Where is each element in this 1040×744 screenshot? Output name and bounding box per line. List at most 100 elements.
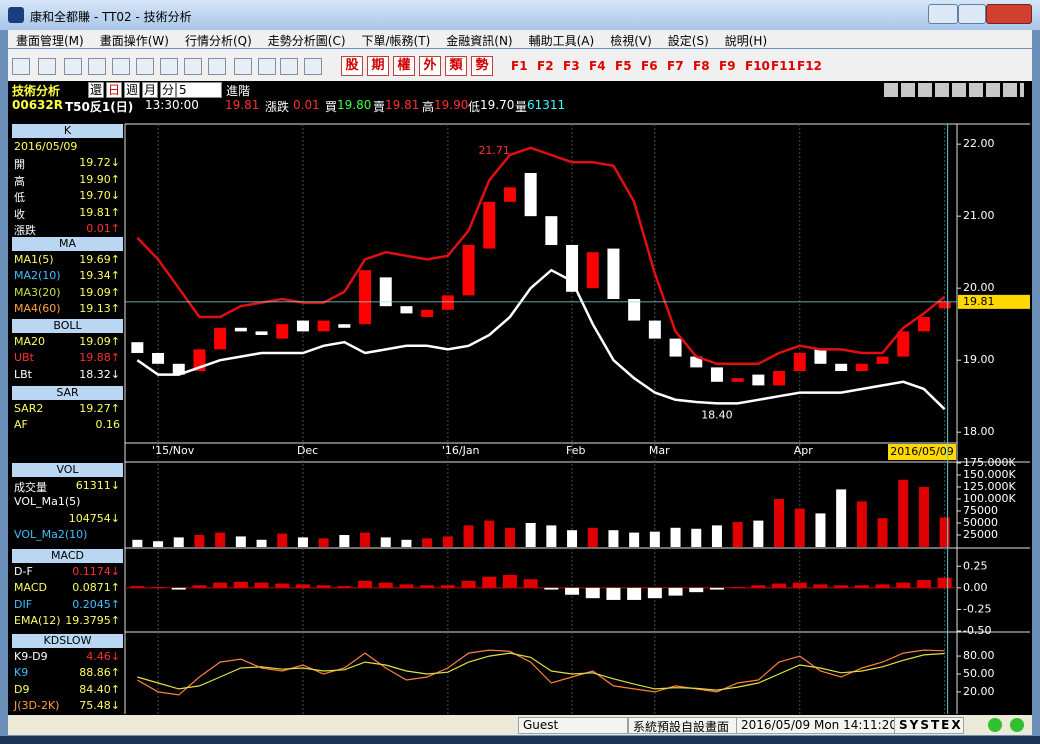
macd-bar [440, 585, 455, 588]
volume-bar [173, 537, 184, 547]
y-tick-label: 22.00 [963, 137, 995, 150]
function-key[interactable]: F12 [797, 59, 822, 73]
function-key[interactable]: F2 [537, 59, 554, 73]
mode-button[interactable]: 分 [160, 82, 176, 98]
volume-bar [442, 536, 453, 547]
macd-bar [254, 582, 269, 588]
menu-item[interactable]: 走勢分析圖(C) [267, 34, 346, 48]
tool-icon[interactable] [88, 58, 106, 75]
volume-bar [525, 523, 536, 547]
y-tick-label: 150.000K [963, 468, 1016, 481]
menu-item[interactable]: 行情分析(Q) [184, 34, 252, 48]
candle [441, 295, 454, 310]
tool-icon[interactable] [64, 58, 82, 75]
chart-tool-buttons[interactable] [884, 83, 1024, 97]
tool-icon[interactable] [258, 58, 276, 75]
maximize-button[interactable] [958, 4, 986, 24]
function-key[interactable]: F3 [563, 59, 580, 73]
tool-icon[interactable] [184, 58, 202, 75]
y-tick-label: 80.00 [963, 649, 995, 662]
function-key[interactable]: F7 [667, 59, 684, 73]
indicator-value: 4.46↓ [86, 650, 120, 663]
macd-bar [358, 580, 373, 588]
menu-item[interactable]: 下單/帳務(T) [361, 34, 431, 48]
menu-item[interactable]: 輔助工具(A) [528, 34, 595, 48]
quote-button[interactable]: 勢 [471, 56, 493, 76]
tool-icon[interactable] [12, 58, 30, 75]
menu-item[interactable]: 設定(S) [667, 34, 709, 48]
quote-time: 13:30:00 [145, 98, 199, 112]
kd-line [137, 652, 945, 691]
function-key[interactable]: F9 [719, 59, 736, 73]
function-key[interactable]: F5 [615, 59, 632, 73]
macd-bar [668, 587, 683, 596]
candle [172, 363, 185, 375]
quote-button[interactable]: 股 [341, 56, 363, 76]
volume-bar [277, 533, 288, 547]
function-key[interactable]: F11 [771, 59, 796, 73]
tool-icon[interactable] [112, 58, 130, 75]
indicator-label: 成交量 [14, 481, 47, 494]
volume-bar [815, 513, 826, 547]
function-key[interactable]: F4 [589, 59, 606, 73]
candle [503, 187, 516, 202]
candle [669, 338, 682, 357]
indicator-value: 88.86↑ [79, 666, 120, 680]
candle [296, 320, 309, 332]
menu-item[interactable]: 說明(H) [724, 34, 768, 48]
price-tag [958, 294, 1030, 309]
lower-band [136, 268, 946, 411]
minimize-button[interactable] [928, 4, 958, 24]
mode-button[interactable]: 月 [142, 82, 158, 98]
macd-bar [606, 587, 621, 600]
y-tick-label: -0.25 [963, 602, 991, 615]
tool-icon[interactable] [234, 58, 252, 75]
menu-item[interactable]: 檢視(V) [610, 34, 652, 48]
indicator-label: D-F [14, 565, 33, 578]
toolbar: 股期權外類勢 F1 F2 F3 F4 F5 F6 F7 F8 F9 F10 F11 F12 [8, 49, 1032, 81]
function-key[interactable]: F10 [745, 59, 770, 73]
indicator-label: 高 [14, 174, 25, 188]
tool-icon[interactable] [304, 58, 322, 75]
volume-bar [235, 536, 246, 547]
tool-icon[interactable] [208, 58, 226, 75]
advanced-button[interactable]: 進階 [226, 84, 251, 98]
indicator-value: 0.1174↓ [72, 565, 120, 578]
mode-button[interactable]: 日 [106, 82, 122, 98]
quote-button[interactable]: 外 [419, 56, 441, 76]
macd-bar [523, 579, 538, 588]
close-button[interactable] [986, 4, 1032, 24]
menu-item[interactable]: 畫面管理(M) [16, 34, 84, 48]
period-select[interactable]: 5 [176, 82, 222, 98]
mode-button[interactable]: 還 [88, 82, 104, 98]
function-key[interactable]: F8 [693, 59, 710, 73]
macd-bar [544, 587, 559, 590]
menu-item[interactable]: 畫面操作(W) [99, 34, 169, 48]
quote-button[interactable]: 權 [393, 56, 415, 76]
indicator-value: 84.40↑ [79, 682, 120, 696]
tool-icon[interactable] [160, 58, 178, 75]
quote-button[interactable]: 期 [367, 56, 389, 76]
candle [814, 349, 827, 364]
indicator-row: 收 19.81↑ [14, 206, 120, 222]
function-key[interactable]: F1 [511, 59, 528, 73]
menu-item[interactable]: 金融資訊(N) [446, 34, 513, 48]
tool-icon[interactable] [280, 58, 298, 75]
mode-button[interactable]: 週 [124, 82, 140, 98]
tool-icon[interactable] [136, 58, 154, 75]
indicator-label: SAR2 [14, 402, 44, 415]
volume-bar [422, 538, 433, 547]
tool-icon[interactable] [38, 58, 56, 75]
volume-bar [567, 530, 578, 547]
function-key[interactable]: F6 [641, 59, 658, 73]
candle [752, 374, 765, 386]
quote-button[interactable]: 類 [445, 56, 467, 76]
indicator-value: 19.09↑ [79, 335, 120, 348]
volume-bar [132, 539, 143, 547]
candle [897, 331, 910, 357]
volume-bar [339, 535, 350, 547]
window-title: 康和全都賺 - TT02 - 技術分析 [30, 10, 192, 24]
macd-bar [627, 587, 642, 600]
volume-bar [711, 525, 722, 547]
y-tick-label: 19.00 [963, 353, 995, 366]
